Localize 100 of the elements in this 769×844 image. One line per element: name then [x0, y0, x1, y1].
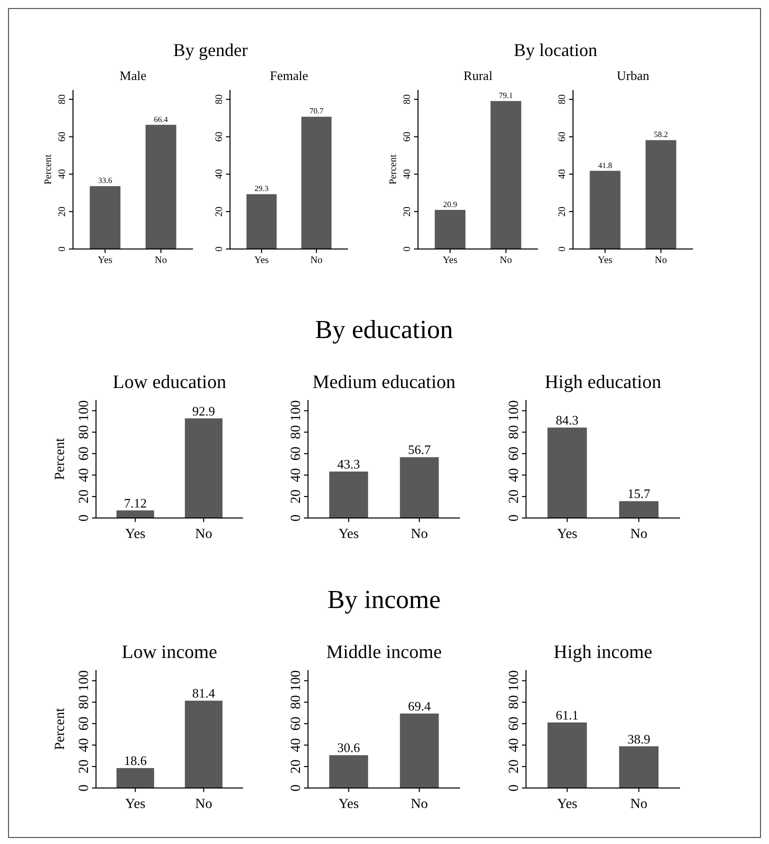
- data-label: 29.3: [254, 184, 269, 194]
- y-tick-label: 20: [214, 206, 225, 217]
- chart-subtitle: High income: [554, 642, 652, 663]
- y-tick-label: 40: [57, 169, 68, 180]
- y-tick-label: 40: [507, 468, 522, 482]
- data-label: 79.1: [498, 91, 513, 100]
- chart-subtitle: Urban: [616, 68, 650, 83]
- data-label: 38.9: [627, 731, 650, 746]
- y-tick-label: 20: [57, 206, 68, 217]
- y-tick-label: 0: [77, 514, 92, 522]
- data-label: 20.9: [443, 200, 458, 209]
- x-tick-label: No: [310, 255, 323, 266]
- chart-title: By education: [315, 315, 453, 344]
- y-tick-label: 20: [289, 760, 304, 774]
- y-tick-label: 80: [289, 695, 304, 710]
- y-tick-label: 80: [77, 695, 92, 710]
- y-tick-label: 0: [402, 246, 413, 252]
- y-tick-label: 60: [402, 132, 413, 142]
- y-tick-label: 0: [214, 246, 225, 252]
- x-tick-label: No: [154, 255, 168, 266]
- chart-subtitle: Low income: [122, 642, 218, 663]
- y-tick-label: 40: [214, 169, 225, 180]
- x-tick-label: Yes: [98, 255, 112, 266]
- y-tick-label: 40: [289, 738, 304, 752]
- y-tick-label: 20: [77, 760, 92, 774]
- y-tick-label: 80: [77, 425, 92, 440]
- y-tick-label: 80: [214, 94, 225, 104]
- y-tick-label: 0: [507, 514, 522, 522]
- data-label: 18.6: [124, 753, 148, 768]
- x-tick-label: Yes: [125, 527, 146, 542]
- x-tick-label: No: [654, 255, 668, 266]
- chart-title: By income: [327, 585, 441, 614]
- data-label: 15.7: [627, 486, 651, 502]
- data-label: 56.7: [408, 442, 432, 458]
- x-tick-label: No: [630, 797, 648, 812]
- x-tick-label: No: [500, 255, 512, 266]
- y-tick-label: 60: [214, 132, 225, 142]
- y-tick-label: 80: [557, 94, 568, 104]
- chart-subtitle: High education: [544, 372, 662, 393]
- chart-subtitle: Male: [120, 68, 147, 83]
- x-tick-label: Yes: [338, 797, 359, 812]
- y-tick-label: 40: [402, 169, 413, 180]
- data-label: 69.4: [408, 698, 432, 714]
- data-label: 58.2: [654, 130, 668, 140]
- x-tick-label: Yes: [557, 797, 578, 812]
- x-tick-label: No: [410, 527, 428, 542]
- x-tick-label: No: [195, 527, 212, 542]
- y-tick-label: 80: [402, 94, 413, 104]
- data-label: 70.7: [309, 106, 324, 116]
- x-tick-label: Yes: [557, 527, 578, 542]
- y-tick-label: 100: [77, 670, 92, 692]
- y-axis-title: Percent: [53, 438, 68, 480]
- chart-title: By location: [514, 40, 598, 60]
- y-tick-label: 60: [57, 132, 68, 142]
- y-tick-label: 80: [57, 94, 68, 104]
- y-tick-label: 60: [77, 446, 92, 461]
- y-tick-label: 100: [289, 400, 304, 422]
- y-tick-label: 20: [402, 206, 413, 217]
- data-label: 66.4: [154, 114, 168, 124]
- y-tick-label: 0: [77, 784, 92, 792]
- chart-title: By gender: [173, 40, 248, 60]
- y-axis-title: Percent: [43, 154, 54, 184]
- y-tick-label: 0: [557, 246, 568, 252]
- data-label: 92.9: [192, 403, 216, 418]
- y-tick-label: 40: [289, 468, 304, 482]
- y-tick-label: 40: [557, 169, 568, 180]
- y-tick-label: 40: [77, 738, 92, 752]
- y-tick-label: 60: [507, 716, 522, 731]
- y-tick-label: 60: [289, 446, 304, 461]
- y-tick-label: 0: [289, 514, 304, 522]
- x-tick-label: Yes: [125, 797, 146, 812]
- y-tick-label: 0: [289, 784, 304, 792]
- data-label: 81.4: [192, 686, 216, 701]
- y-tick-label: 100: [77, 400, 92, 422]
- y-tick-label: 20: [77, 490, 92, 504]
- data-label: 30.6: [337, 740, 361, 756]
- y-tick-label: 0: [57, 246, 68, 252]
- y-tick-label: 80: [507, 425, 522, 440]
- x-tick-label: Yes: [442, 255, 458, 266]
- chart-subtitle: Middle income: [326, 642, 442, 663]
- y-tick-label: 100: [507, 670, 522, 692]
- chart-subtitle: Medium education: [312, 372, 456, 393]
- y-tick-label: 0: [507, 784, 522, 792]
- x-tick-label: No: [410, 797, 428, 812]
- x-tick-label: No: [195, 797, 212, 812]
- data-label: 33.6: [98, 176, 112, 186]
- data-label: 7.12: [124, 495, 147, 510]
- y-tick-label: 60: [77, 716, 92, 731]
- data-label: 84.3: [556, 412, 579, 428]
- y-tick-label: 60: [289, 716, 304, 731]
- y-axis-title: Percent: [53, 708, 68, 750]
- y-tick-label: 100: [507, 400, 522, 422]
- chart-subtitle: Female: [270, 68, 308, 83]
- y-tick-label: 60: [557, 132, 568, 142]
- y-tick-label: 20: [557, 206, 568, 217]
- data-label: 41.8: [598, 160, 612, 170]
- y-tick-label: 100: [289, 670, 304, 692]
- y-tick-label: 20: [289, 490, 304, 504]
- y-tick-label: 80: [507, 695, 522, 710]
- y-tick-label: 40: [77, 468, 92, 482]
